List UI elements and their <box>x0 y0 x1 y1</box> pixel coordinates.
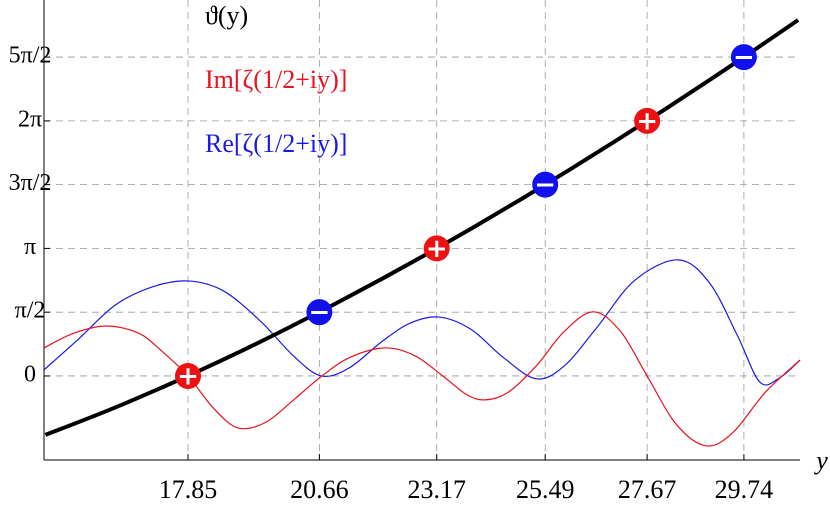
gram-sign: + <box>636 106 658 136</box>
gram-point <box>634 107 661 134</box>
x-tick-label: 20.66 <box>290 475 349 504</box>
x-tick-label: 29.74 <box>715 475 774 504</box>
gram-point <box>306 299 333 326</box>
y-tick-label: 2π <box>18 106 42 132</box>
series-line <box>43 259 801 386</box>
gram-point <box>423 235 450 262</box>
legend-label: ϑ(y) <box>205 1 248 30</box>
gram-sign: − <box>534 170 556 200</box>
gram-sign: + <box>426 234 448 264</box>
x-axis-label: y <box>813 446 828 475</box>
gram-point <box>532 171 559 198</box>
gram-sign: + <box>177 361 199 391</box>
x-tick-label: 25.49 <box>516 475 575 504</box>
x-tick-label: 23.17 <box>407 475 466 504</box>
y-tick-label: π/2 <box>15 298 46 324</box>
legend-label: Re[ζ(1/2+iy)] <box>205 129 347 158</box>
x-tick-label: 27.67 <box>618 475 677 504</box>
legend-label: Im[ζ(1/2+iy)] <box>205 65 347 94</box>
gram-sign: − <box>733 43 755 73</box>
y-tick-label: 0 <box>24 361 36 387</box>
gram-sign: − <box>308 298 330 328</box>
series-line <box>44 18 800 437</box>
gram-point <box>730 44 757 71</box>
x-tick-label: 17.85 <box>159 475 218 504</box>
gram-point <box>175 362 201 389</box>
y-tick-label: π <box>24 234 36 260</box>
y-tick-label: 3π/2 <box>9 170 52 196</box>
series-line <box>43 311 801 447</box>
y-tick-label: 5π/2 <box>9 43 52 69</box>
